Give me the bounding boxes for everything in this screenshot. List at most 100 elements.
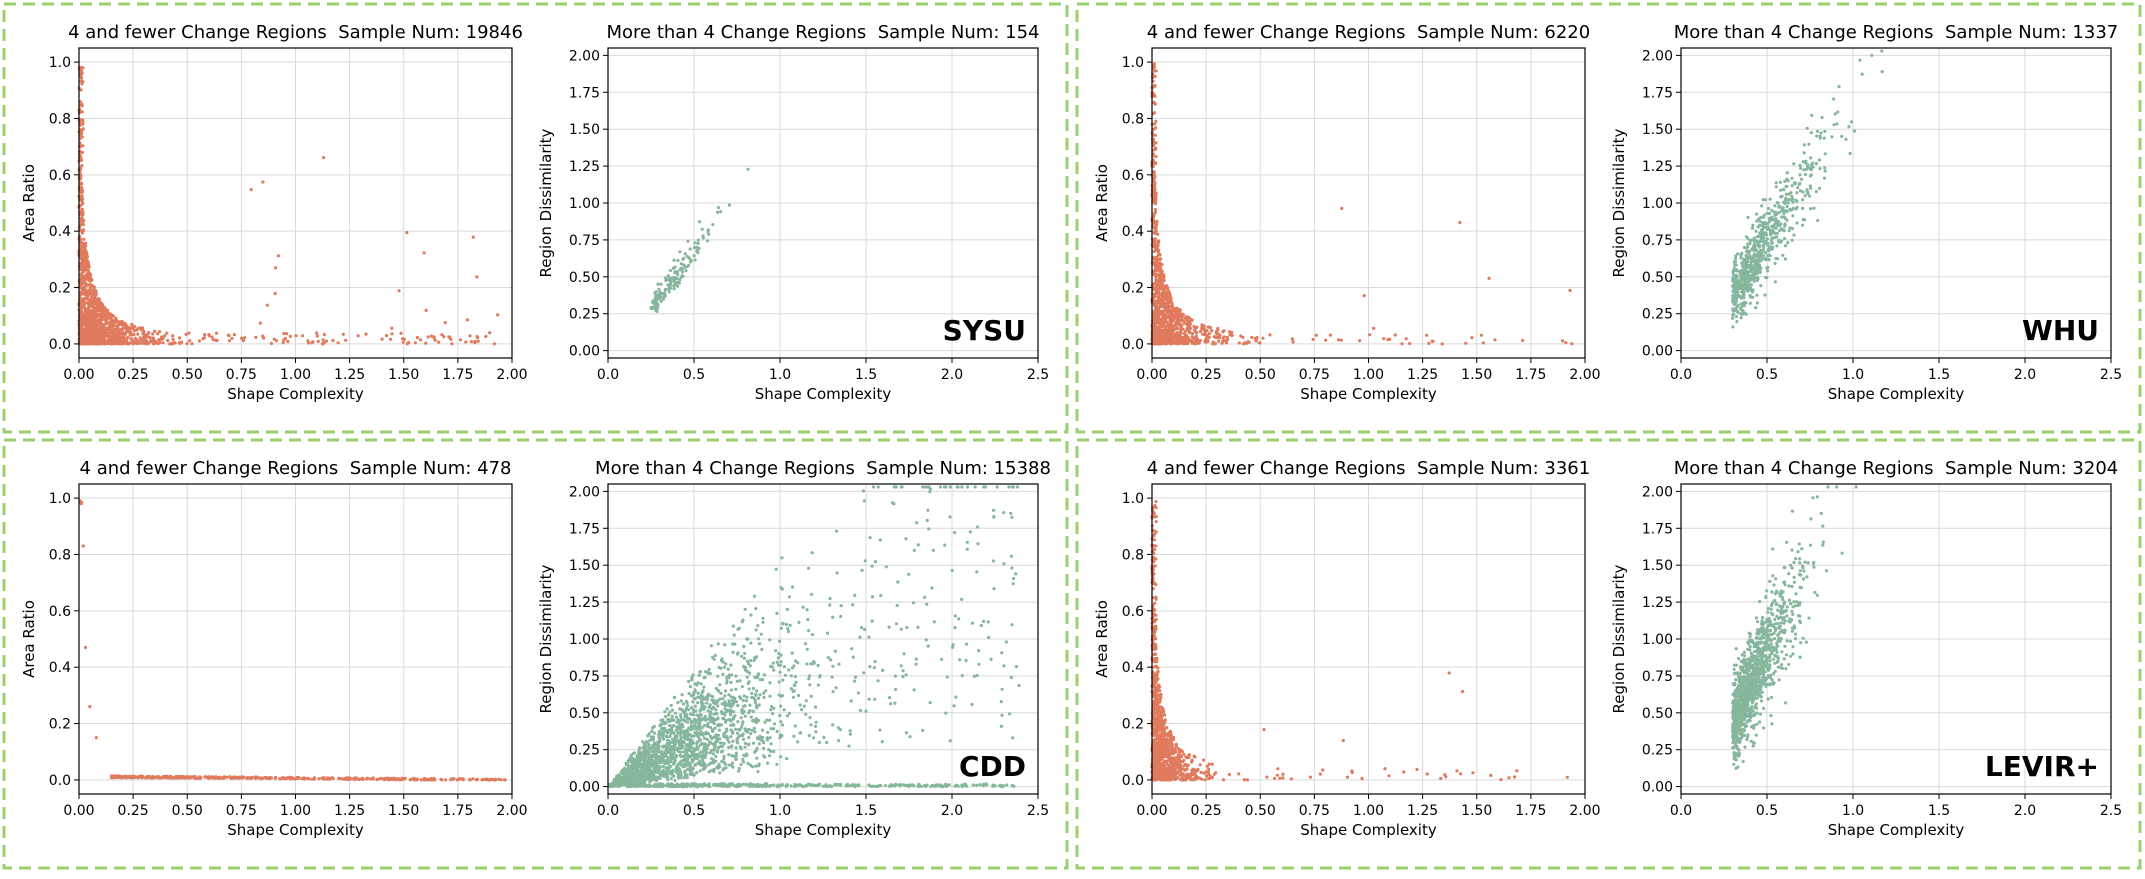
data-point — [82, 228, 86, 232]
data-point — [679, 699, 683, 703]
data-point — [488, 331, 492, 335]
data-point — [1157, 313, 1161, 317]
data-point — [876, 679, 880, 683]
data-point — [91, 308, 95, 312]
data-point — [131, 333, 135, 337]
data-point — [1768, 254, 1772, 258]
data-point — [123, 339, 127, 343]
data-point — [924, 638, 928, 642]
data-point — [734, 727, 738, 731]
data-point — [1440, 342, 1444, 346]
data-point — [663, 287, 668, 291]
data-point — [1736, 294, 1740, 298]
data-point — [1156, 240, 1161, 244]
data-point — [1258, 341, 1262, 345]
data-point — [1152, 269, 1156, 273]
data-point — [130, 323, 134, 327]
data-point — [1015, 485, 1020, 489]
y-tick-label: 1.0 — [1122, 55, 1144, 71]
data-point — [172, 341, 176, 345]
data-point — [766, 730, 770, 734]
data-point — [1786, 201, 1790, 205]
data-point — [1801, 198, 1805, 202]
data-point — [120, 319, 124, 323]
data-point — [424, 308, 428, 312]
data-point — [1155, 255, 1159, 259]
data-point — [258, 321, 262, 325]
data-point — [86, 335, 90, 340]
data-point — [109, 339, 113, 343]
x-tick-label: 1.00 — [280, 367, 311, 383]
data-point — [1187, 336, 1191, 340]
data-point — [837, 662, 841, 666]
x-tick-label: 0.50 — [172, 367, 203, 383]
data-point — [94, 300, 98, 304]
data-point — [1732, 309, 1736, 313]
data-point — [887, 625, 891, 629]
data-point — [1767, 249, 1771, 253]
data-point — [1735, 274, 1739, 278]
data-point — [683, 265, 688, 269]
data-point — [1255, 337, 1259, 341]
data-point — [468, 778, 472, 782]
x-axis-label: Shape Complexity — [227, 821, 364, 839]
data-point — [1155, 328, 1159, 332]
panel-title: More than 4 Change Regions Sample Num: 1… — [1674, 22, 2118, 43]
data-point — [1773, 261, 1777, 265]
data-point — [1817, 158, 1821, 162]
data-point — [437, 340, 441, 344]
x-tick-label: 1.75 — [442, 367, 473, 383]
data-point — [448, 335, 452, 340]
data-point — [1152, 301, 1156, 305]
x-axis-label: Shape Complexity — [1300, 385, 1437, 403]
data-point — [860, 568, 864, 573]
data-point — [1823, 169, 1827, 173]
data-point — [185, 341, 189, 346]
data-point — [1153, 265, 1158, 269]
data-point — [741, 737, 746, 742]
data-point — [858, 708, 863, 713]
data-point — [672, 258, 676, 262]
data-point — [1205, 329, 1209, 333]
data-point — [745, 675, 749, 679]
data-point — [679, 275, 683, 279]
x-tick-label: 1.50 — [388, 367, 419, 383]
data-point — [1195, 325, 1199, 329]
data-point — [121, 338, 125, 342]
data-point — [1774, 226, 1778, 230]
data-point — [1759, 266, 1763, 270]
data-point — [1770, 208, 1774, 213]
data-point — [80, 303, 84, 307]
data-point — [80, 131, 84, 135]
data-point — [83, 302, 87, 306]
data-point — [94, 306, 98, 311]
data-point — [741, 704, 746, 708]
data-point — [904, 537, 908, 541]
data-point — [459, 777, 463, 781]
data-point — [87, 305, 92, 309]
data-point — [1166, 297, 1170, 301]
data-point — [654, 308, 658, 312]
data-point — [688, 247, 692, 251]
x-tick-label: 1.50 — [388, 803, 419, 819]
data-point — [991, 559, 996, 563]
data-point — [1153, 174, 1157, 178]
x-tick-label: 1.00 — [1353, 367, 1384, 383]
data-point — [1154, 226, 1158, 230]
data-point — [1799, 177, 1804, 181]
data-point — [1808, 174, 1812, 178]
data-point — [654, 290, 658, 294]
data-point — [741, 618, 745, 622]
data-point — [386, 776, 390, 780]
data-point — [1772, 230, 1776, 234]
x-tick-label: 1.0 — [769, 367, 791, 383]
data-point — [662, 295, 666, 299]
data-point — [132, 329, 136, 333]
data-point — [1790, 176, 1794, 180]
data-point — [79, 158, 84, 162]
y-tick-label: 0.2 — [1122, 281, 1144, 297]
data-point — [893, 701, 897, 705]
data-point — [157, 338, 161, 342]
data-point — [659, 282, 663, 286]
data-point — [862, 499, 866, 503]
